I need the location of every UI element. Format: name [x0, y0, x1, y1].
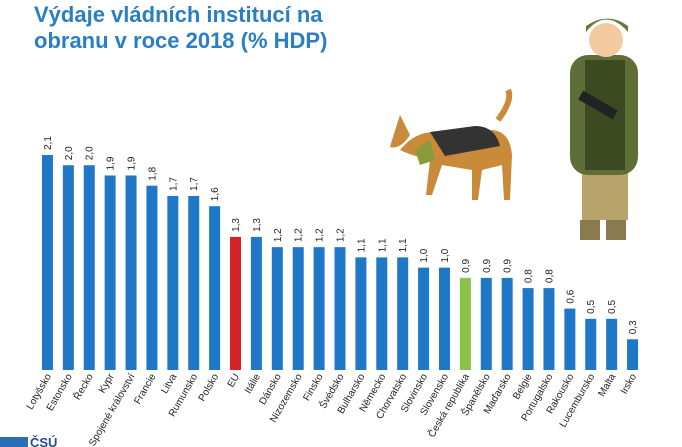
value-label: 0,5	[607, 299, 618, 313]
bar	[188, 195, 200, 370]
soldier-illustration	[570, 18, 638, 240]
x-tick-label: Irsko	[619, 372, 640, 397]
value-label: 1,2	[294, 228, 305, 242]
bar	[606, 318, 618, 370]
bar	[522, 288, 534, 370]
value-label: 1,2	[273, 228, 284, 242]
value-label: 1,6	[210, 187, 221, 201]
dog-illustration	[390, 88, 513, 200]
value-label: 1,0	[440, 248, 451, 262]
bar	[250, 236, 262, 370]
bar	[104, 175, 116, 370]
value-label: 1,1	[377, 238, 388, 252]
bar	[313, 247, 325, 370]
value-label: 1,7	[189, 177, 200, 191]
value-label: 1,2	[336, 228, 347, 242]
value-label: 1,0	[419, 248, 430, 262]
value-label: 0,9	[461, 259, 472, 273]
bar	[564, 308, 576, 370]
value-label: 1,8	[147, 166, 158, 180]
bar	[585, 318, 597, 370]
value-label: 1,1	[398, 238, 409, 252]
value-label: 0,8	[524, 269, 535, 283]
bar	[230, 236, 242, 370]
chart-title: Výdaje vládních institucí na obranu v ro…	[34, 2, 328, 53]
bar	[125, 175, 137, 370]
x-tick-label: Řecko	[70, 371, 96, 402]
logo: ČSÚ	[30, 435, 57, 447]
bar	[543, 288, 555, 370]
bar	[459, 277, 471, 370]
bar	[501, 277, 513, 370]
logo-bar	[0, 437, 28, 447]
value-label: 1,3	[231, 218, 242, 232]
value-label: 0,5	[586, 299, 597, 313]
bar	[209, 206, 221, 370]
bar	[146, 185, 158, 370]
bar	[83, 165, 95, 370]
value-label: 0,6	[565, 289, 576, 303]
x-tick-label: Kypr	[97, 371, 117, 395]
value-label: 1,3	[252, 218, 263, 232]
bar	[627, 339, 639, 370]
value-label: 1,7	[168, 177, 179, 191]
value-label: 0,9	[482, 259, 493, 273]
value-label: 1,2	[315, 228, 326, 242]
value-label: 0,3	[628, 320, 639, 334]
x-tick-label: Polsko	[197, 372, 222, 404]
value-label: 0,9	[503, 259, 514, 273]
bar	[62, 165, 74, 370]
bar	[376, 257, 388, 370]
bar	[292, 247, 304, 370]
value-label: 0,8	[544, 269, 555, 283]
bar	[418, 267, 430, 370]
bar	[438, 267, 450, 370]
x-tick-label: Malta	[597, 372, 619, 399]
bar	[480, 277, 492, 370]
x-tick-label: Litva	[159, 372, 179, 396]
value-label: 2,0	[64, 146, 75, 160]
x-tick-label: EU	[226, 372, 242, 390]
bar	[355, 257, 367, 370]
value-label: 1,1	[356, 238, 367, 252]
value-label: 2,1	[43, 136, 54, 150]
bar	[271, 247, 283, 370]
value-label: 1,9	[106, 156, 117, 170]
bar	[41, 155, 53, 370]
value-label: 2,0	[85, 146, 96, 160]
bar	[397, 257, 409, 370]
bar	[167, 195, 179, 370]
x-tick-label: Itálie	[243, 372, 263, 396]
bar	[334, 247, 346, 370]
value-label: 1,9	[127, 156, 138, 170]
